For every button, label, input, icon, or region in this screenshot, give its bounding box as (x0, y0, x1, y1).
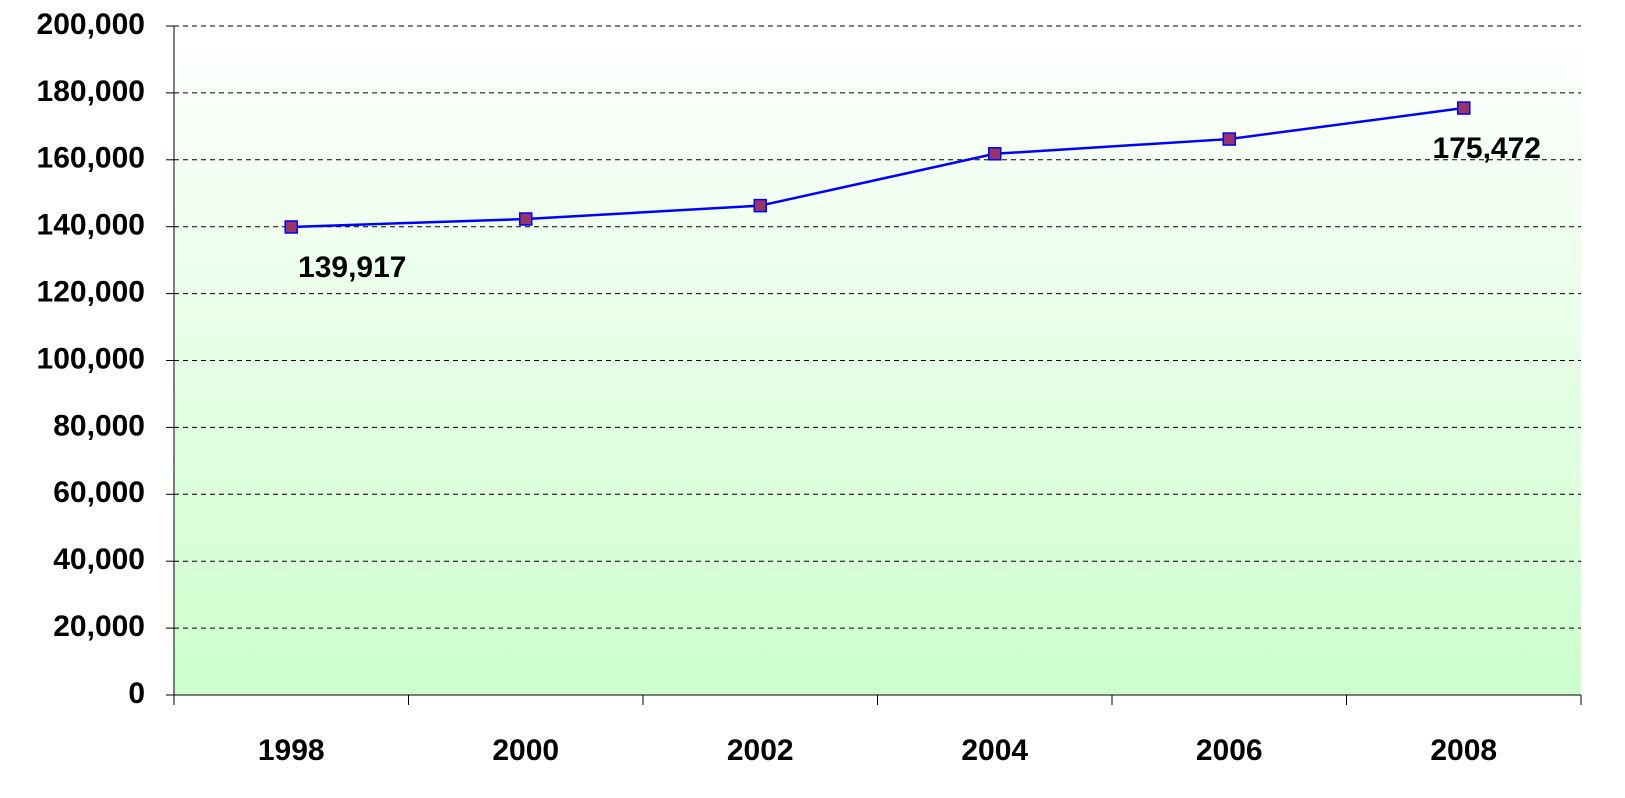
x-tick-label: 2006 (1196, 734, 1263, 767)
x-tick-label: 1998 (258, 734, 325, 767)
data-point (753, 198, 767, 213)
y-tick-label: 180,000 (37, 75, 145, 108)
x-tick-label: 2000 (492, 734, 559, 767)
data-point (1222, 132, 1236, 146)
y-tick-label: 160,000 (37, 142, 145, 175)
data-label: 139,917 (298, 251, 406, 284)
x-tick-label: 2002 (727, 734, 794, 767)
y-tick-label: 140,000 (37, 209, 145, 242)
data-point (988, 147, 1002, 161)
y-tick-label: 200,000 (37, 8, 145, 41)
y-tick-label: 100,000 (37, 342, 145, 375)
y-tick-label: 0 (128, 677, 145, 710)
data-point (284, 220, 298, 234)
data-point (519, 212, 533, 226)
series-line (291, 106, 1464, 229)
x-tick-label: 2008 (1430, 734, 1497, 767)
data-point (1457, 101, 1471, 115)
y-tick-label: 20,000 (53, 610, 145, 643)
y-tick-label: 120,000 (37, 276, 145, 309)
x-tick-label: 2004 (961, 734, 1028, 767)
y-tick-label: 60,000 (53, 476, 145, 509)
y-tick-label: 80,000 (53, 409, 145, 442)
y-tick-label: 40,000 (53, 543, 145, 576)
data-label: 175,472 (1433, 132, 1541, 165)
